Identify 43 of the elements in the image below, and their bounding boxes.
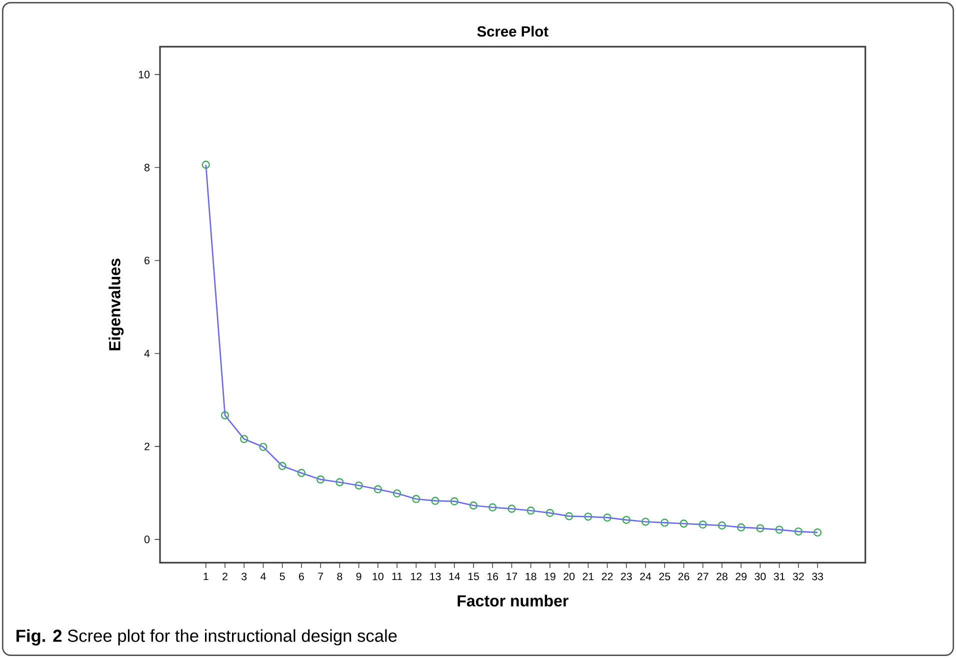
y-axis-title: Eigenvalues [108,258,124,350]
y-tick-label: 6 [144,256,150,264]
x-tick-label: 29 [736,572,747,580]
x-axis-title: Factor number [458,594,568,606]
x-tick-label: 33 [812,572,824,580]
x-tick-label: 10 [372,572,384,580]
x-tick-label: 4 [260,572,266,580]
x-tick-label: 1 [204,572,208,580]
x-tick-label: 17 [506,572,518,580]
x-tick-label: 22 [602,572,613,580]
x-tick-label: 24 [640,572,652,580]
y-tick-label: 4 [144,350,150,358]
x-tick-label: 31 [774,572,785,580]
x-tick-label: 9 [356,572,362,580]
x-tick-label: 15 [468,572,479,580]
x-tick-label: 7 [318,572,323,580]
x-tick-label: 11 [392,572,402,580]
x-tick-label: 26 [678,572,690,580]
x-tick-label: 23 [621,572,632,580]
x-tick-label: 13 [430,572,441,580]
x-tick-label: 16 [487,572,498,580]
x-tick-label: 12 [411,572,422,580]
x-tick-label: 5 [280,572,285,580]
x-tick-label: 28 [716,572,728,580]
x-tick-label: 21 [582,572,594,580]
x-tick-label: 30 [754,572,766,580]
x-tick-label: 3 [242,572,247,580]
text: Fig. 2 Scree plot for the instructional design scale [16,629,397,646]
x-tick-label: 32 [792,572,804,580]
y-tick-label: 2 [144,442,150,450]
x-tick-label: 2 [222,572,228,580]
chart-title: Scree Plot [477,26,548,37]
x-tick-label: 6 [299,572,304,580]
x-tick-label: 18 [526,572,536,580]
x-tick-label: 27 [697,572,708,580]
x-tick-label: 25 [659,572,670,580]
y-tick-label: 8 [144,164,150,172]
y-tick-label: 0 [144,536,150,544]
x-tick-label: 19 [544,572,556,580]
y-tick-label: 10 [138,70,150,78]
x-tick-label: 20 [564,572,575,580]
x-tick-label: 8 [337,572,342,580]
x-tick-label: 14 [449,572,460,580]
